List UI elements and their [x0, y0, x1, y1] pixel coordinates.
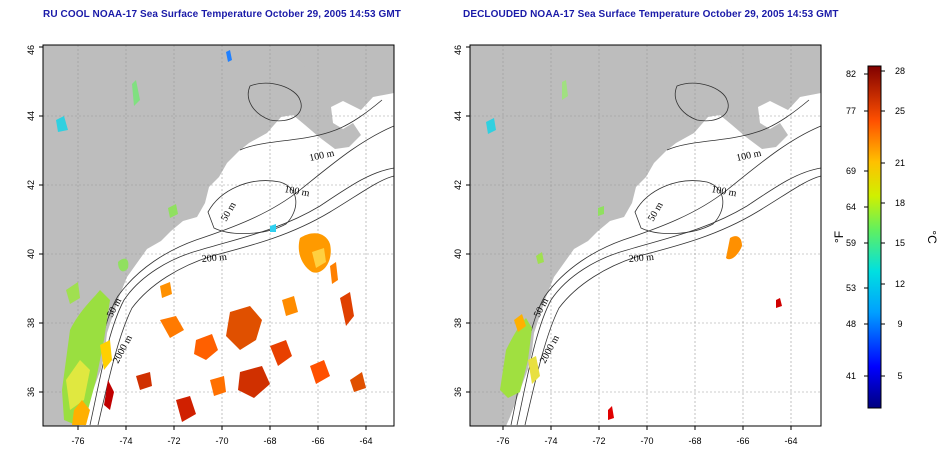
x-tick-label: -68: [263, 436, 276, 446]
contour-label: 100 m: [283, 184, 310, 199]
x-tick-label: -70: [640, 436, 653, 446]
right-x-tick-labels: -76 -74 -72 -70 -68 -66 -64: [496, 436, 797, 446]
celsius-tick: 12: [895, 279, 905, 289]
x-tick-label: -64: [784, 436, 797, 446]
contour-label: 200 m: [628, 252, 654, 265]
y-tick-label: 44: [26, 111, 36, 121]
left-x-tick-labels: -76 -74 -72 -70 -68 -66 -64: [71, 436, 372, 446]
left-y-tick-labels: 36 38 40 42 44 46: [26, 45, 36, 397]
celsius-tick: 9: [897, 319, 902, 329]
temperature-colorbar: 82 77 69 64 59 53 48 41 28 25 21 18 15 1…: [832, 65, 939, 409]
left-panel-title: RU COOL NOAA-17 Sea Surface Temperature …: [43, 9, 402, 20]
fahrenheit-unit-label: °F: [832, 231, 846, 243]
celsius-unit-label: °C: [925, 230, 939, 244]
fahrenheit-tick: 77: [846, 106, 856, 116]
celsius-tick: 21: [895, 158, 905, 168]
x-tick-label: -68: [688, 436, 701, 446]
y-tick-label: 38: [26, 318, 36, 328]
x-tick-label: -72: [592, 436, 605, 446]
y-tick-label: 40: [26, 249, 36, 259]
x-tick-label: -72: [167, 436, 180, 446]
x-tick-label: -66: [736, 436, 749, 446]
contour-label: 100 m: [710, 184, 737, 199]
fahrenheit-tick: 41: [846, 371, 856, 381]
contour-label: 200 m: [201, 252, 227, 265]
contour-label: 100 m: [308, 148, 335, 164]
y-tick-label: 42: [26, 180, 36, 190]
right-sst-patches: [486, 80, 782, 420]
x-tick-label: -70: [215, 436, 228, 446]
left-land: [43, 45, 394, 426]
x-tick-label: -66: [311, 436, 324, 446]
left-map-panel: 100 m 100 m 50 m 200 m 50 m 2000 m -76 -…: [26, 44, 395, 446]
right-plot-frame: [469, 44, 822, 427]
x-tick-label: -74: [544, 436, 557, 446]
celsius-tick: 25: [895, 106, 905, 116]
fahrenheit-tick: 53: [846, 283, 856, 293]
fahrenheit-tick: 82: [846, 69, 856, 79]
y-tick-label: 46: [453, 45, 463, 55]
celsius-tick: 18: [895, 198, 905, 208]
left-sst-patches: [56, 50, 366, 425]
fahrenheit-tick: 69: [846, 166, 856, 176]
contour-label: 100 m: [735, 148, 762, 164]
y-tick-label: 38: [453, 318, 463, 328]
right-y-tick-labels: 36 38 40 42 44 46: [453, 45, 463, 397]
y-tick-label: 44: [453, 111, 463, 121]
colorbar-celsius-labels: 28 25 21 18 15 12 9 5: [895, 66, 905, 381]
celsius-tick: 15: [895, 238, 905, 248]
y-tick-label: 46: [26, 45, 36, 55]
fahrenheit-tick: 59: [846, 238, 856, 248]
x-tick-label: -74: [119, 436, 132, 446]
left-plot-frame: [42, 44, 395, 427]
left-tick-marks: [39, 46, 367, 430]
right-tick-marks: [466, 46, 792, 430]
colorbar-tick-marks: [864, 70, 885, 377]
fahrenheit-tick: 64: [846, 202, 856, 212]
right-panel-title: DECLOUDED NOAA-17 Sea Surface Temperatur…: [463, 9, 839, 20]
right-map-panel: 100 m 100 m 50 m 200 m 50 m 2000 m -76 -…: [453, 44, 822, 446]
colorbar-fahrenheit-labels: 82 77 69 64 59 53 48 41: [846, 69, 856, 381]
celsius-tick: 5: [897, 371, 902, 381]
colorbar-scale: [867, 65, 882, 409]
x-tick-label: -76: [496, 436, 509, 446]
right-grid: [470, 45, 821, 426]
x-tick-label: -64: [359, 436, 372, 446]
left-contours: [83, 82, 395, 426]
y-tick-label: 40: [453, 249, 463, 259]
y-tick-label: 36: [453, 387, 463, 397]
x-tick-label: -76: [71, 436, 84, 446]
celsius-tick: 28: [895, 66, 905, 76]
y-tick-label: 36: [26, 387, 36, 397]
right-land: [470, 45, 821, 426]
fahrenheit-tick: 48: [846, 319, 856, 329]
y-tick-label: 42: [453, 180, 463, 190]
